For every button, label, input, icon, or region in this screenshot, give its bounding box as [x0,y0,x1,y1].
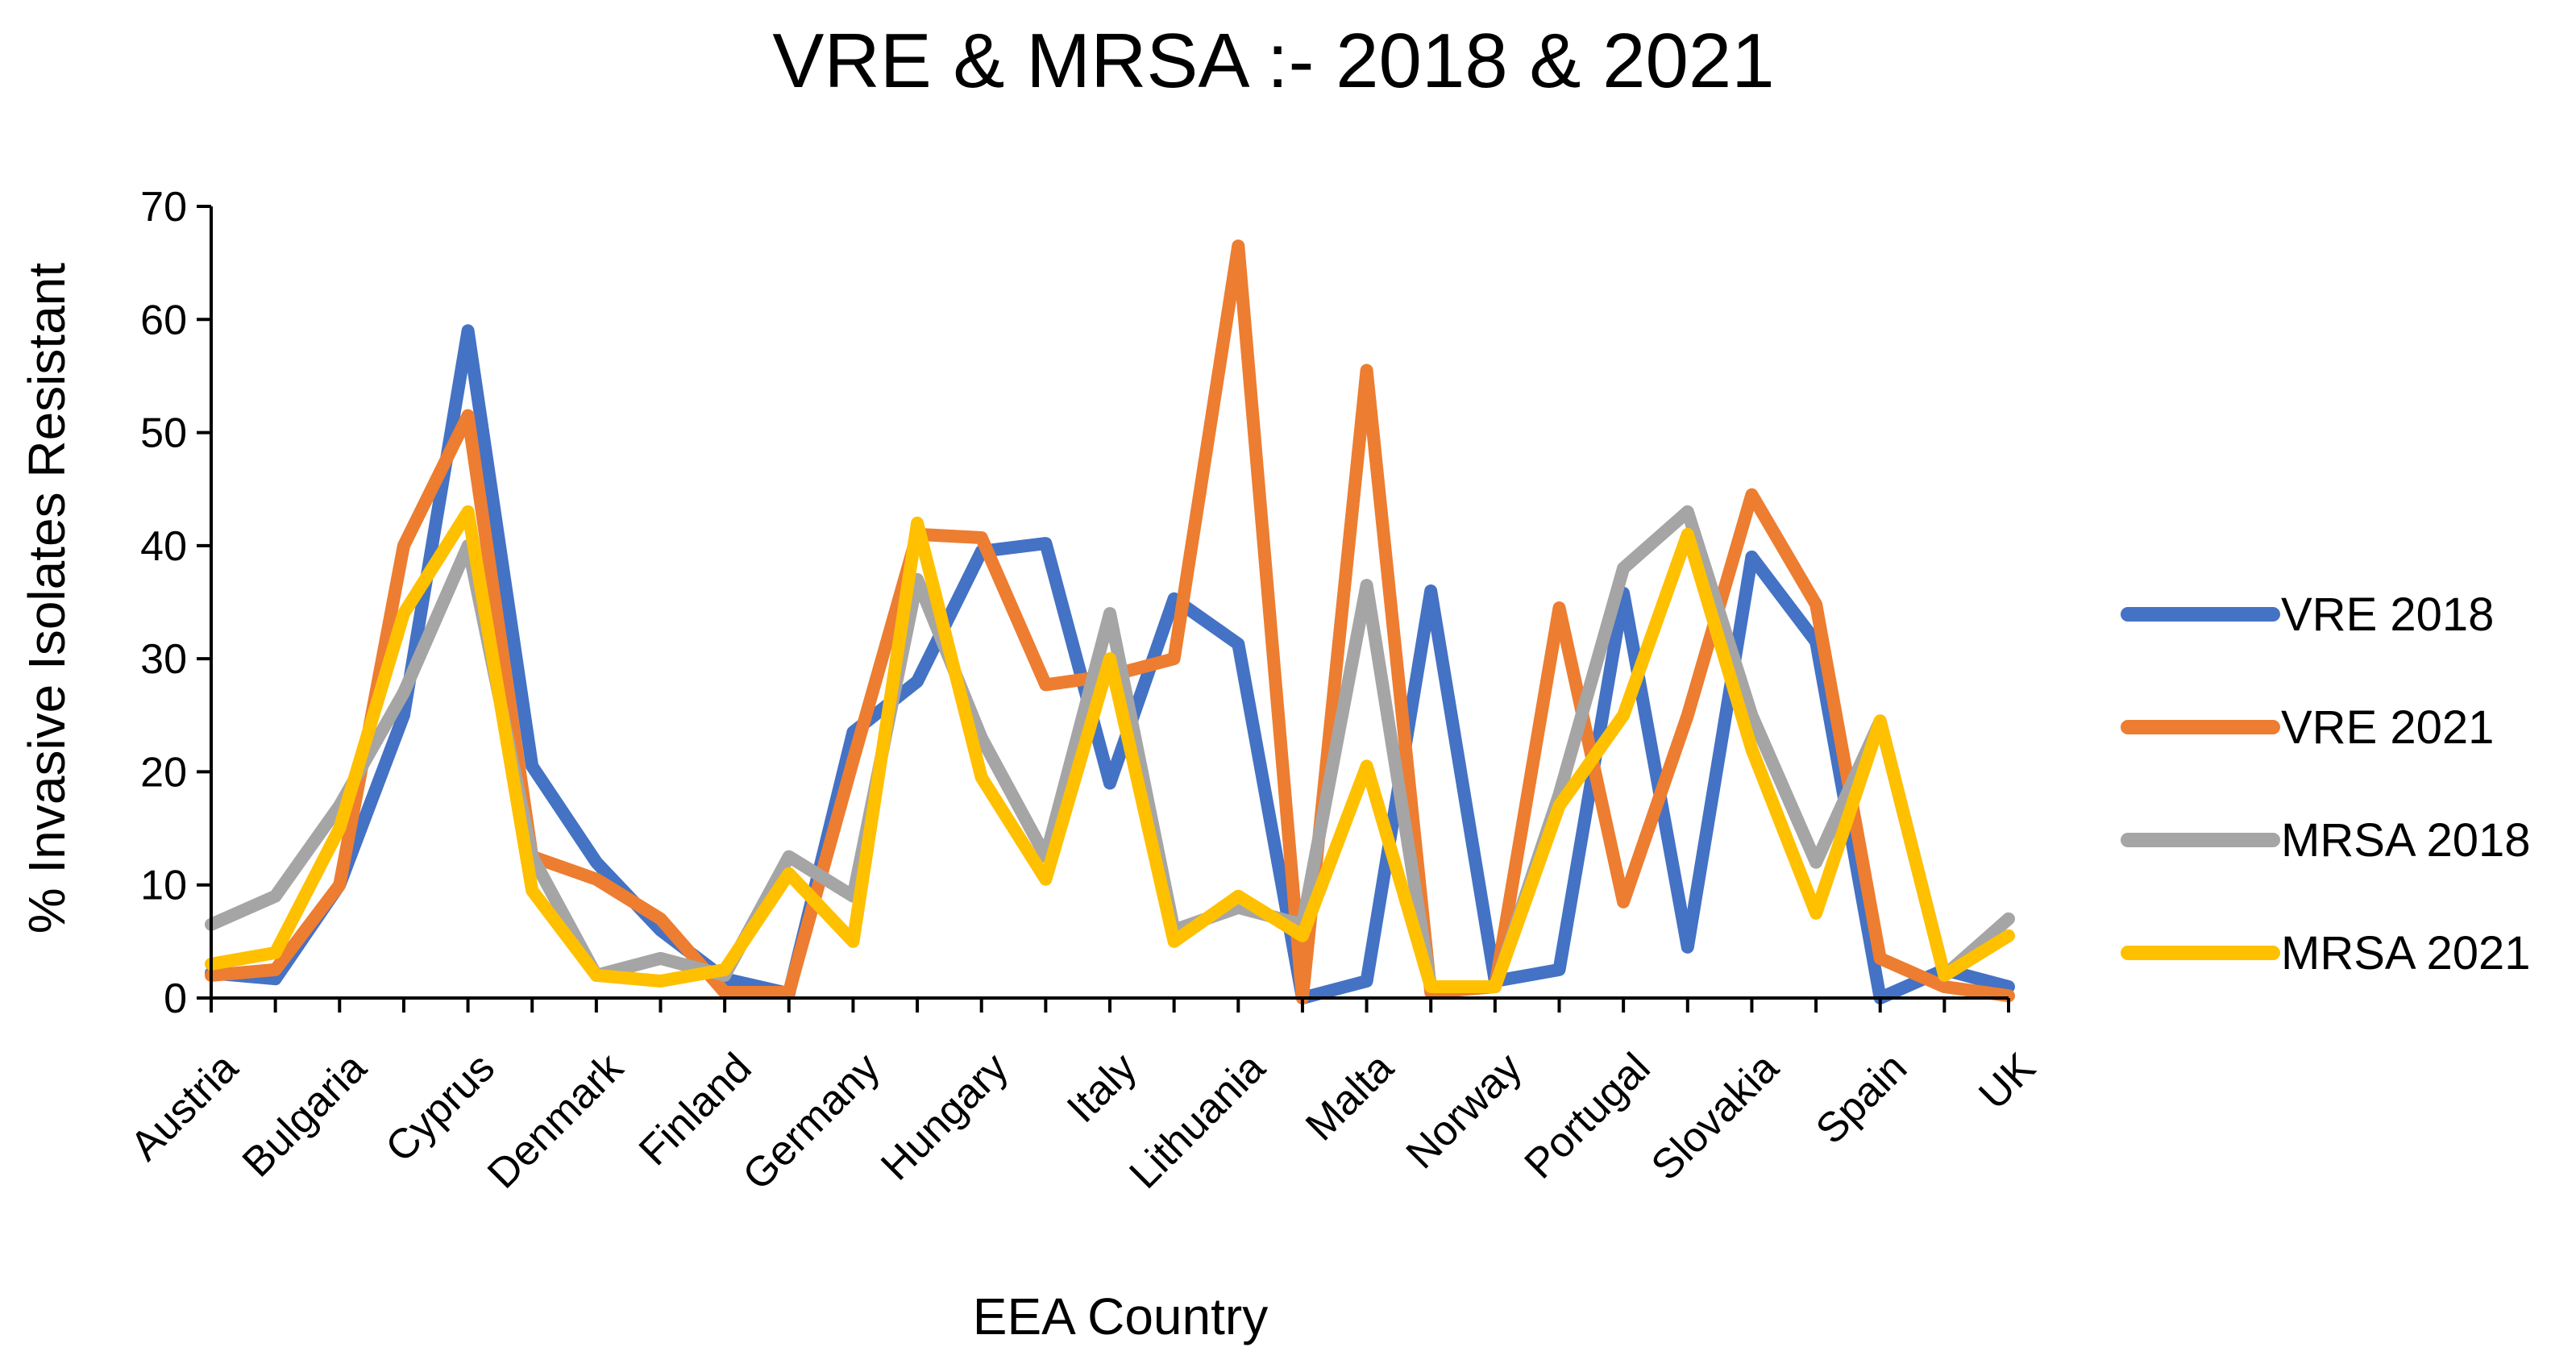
chart-title: VRE & MRSA :- 2018 & 2021 [772,18,1774,104]
x-tick-label: Portugal [1516,1044,1660,1187]
legend: VRE 2018 VRE 2021 MRSA 2018 MRSA 2021 [2121,588,2531,979]
legend-label: VRE 2021 [2281,701,2494,754]
x-tick-label: Norway [1398,1044,1531,1178]
legend-label: VRE 2018 [2281,588,2494,641]
x-tick-label: Lithuania [1121,1044,1274,1197]
x-tick-label: Slovakia [1643,1044,1788,1189]
y-tick-label: 60 [140,297,187,343]
series-line-vre-2018 [205,324,2015,1004]
x-tick-label: Austria [122,1044,247,1170]
x-tick-label: Finland [630,1044,761,1175]
x-tick-label: UK [1970,1044,2044,1118]
x-tick-label: Denmark [479,1044,633,1198]
x-axis-title: EEA Country [973,1287,1268,1345]
series-line-mrsa-2021 [205,505,2015,993]
x-tick-label: Spain [1807,1044,1916,1153]
y-tick-label: 20 [140,749,187,796]
legend-label: MRSA 2018 [2281,814,2531,867]
y-tick-label: 0 [164,975,187,1022]
x-tick-label: Italy [1058,1044,1145,1131]
x-tick-label: Hungary [872,1044,1017,1189]
y-axis-title: % Invasive Isolates Resistant [18,263,76,934]
series-lines [205,239,2015,1004]
y-tick-label: 50 [140,410,187,457]
y-tick-label: 70 [140,184,187,231]
x-tick-label: Germany [734,1044,889,1199]
legend-label: MRSA 2021 [2281,927,2531,979]
y-tick-label: 40 [140,523,187,570]
x-tick-label: Bulgaria [234,1044,376,1186]
y-tick-label: 10 [140,863,187,909]
y-tick-label: 30 [140,636,187,683]
x-tick-label: Cyprus [377,1044,504,1171]
x-tick-label: Malta [1297,1044,1402,1150]
